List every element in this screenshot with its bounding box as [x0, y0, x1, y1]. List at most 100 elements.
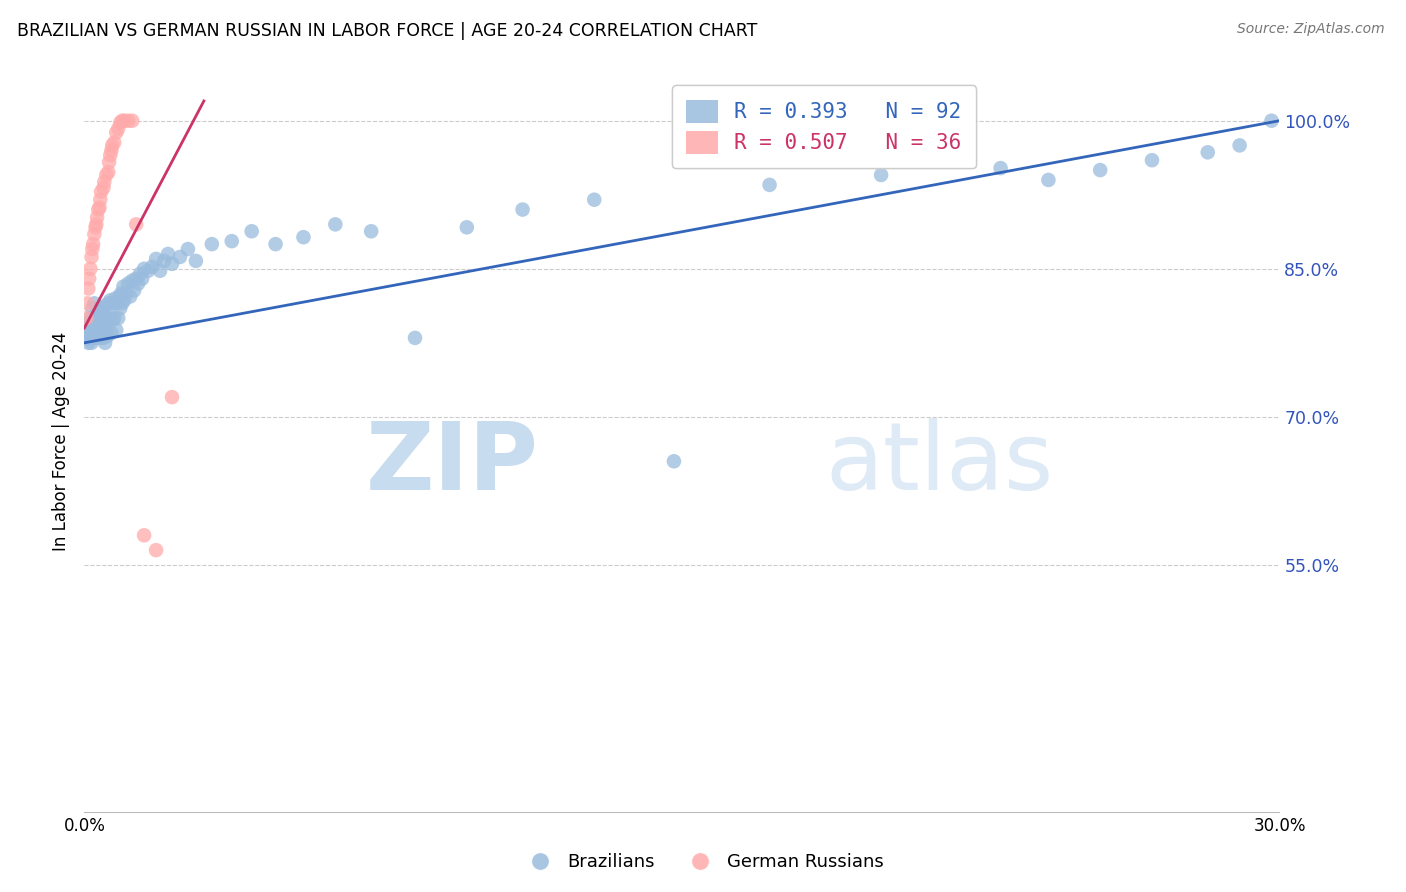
- Point: [84, 311, 107, 326]
- Point: [89, 313, 111, 327]
- Legend: R = 0.393   N = 92, R = 0.507   N = 36: R = 0.393 N = 92, R = 0.507 N = 36: [672, 86, 976, 169]
- Point: [91, 319, 114, 334]
- Point: [82, 331, 104, 345]
- Point: [76, 296, 98, 310]
- Point: [1229, 138, 1251, 153]
- Point: [1140, 153, 1163, 168]
- Point: [77, 281, 100, 295]
- Point: [103, 136, 125, 150]
- Point: [662, 454, 685, 468]
- Point: [100, 144, 122, 158]
- Text: atlas: atlas: [825, 417, 1053, 509]
- Point: [132, 261, 156, 276]
- Point: [93, 175, 115, 189]
- Point: [89, 193, 111, 207]
- Point: [94, 335, 117, 350]
- Point: [90, 185, 112, 199]
- Point: [89, 201, 111, 215]
- Point: [990, 161, 1012, 175]
- Point: [96, 168, 118, 182]
- Legend: Brazilians, German Russians: Brazilians, German Russians: [515, 847, 891, 879]
- Point: [103, 311, 125, 326]
- Point: [97, 296, 120, 310]
- Point: [105, 323, 128, 337]
- Point: [98, 148, 121, 162]
- Point: [121, 274, 143, 288]
- Point: [83, 296, 105, 310]
- Point: [404, 331, 426, 345]
- Point: [360, 224, 382, 238]
- Point: [98, 155, 121, 169]
- Point: [112, 113, 135, 128]
- Point: [149, 264, 172, 278]
- Point: [76, 331, 98, 345]
- Point: [264, 237, 287, 252]
- Point: [101, 313, 124, 327]
- Point: [97, 165, 120, 179]
- Point: [77, 316, 100, 330]
- Point: [98, 311, 121, 326]
- Point: [145, 543, 167, 558]
- Point: [101, 138, 124, 153]
- Point: [153, 253, 176, 268]
- Point: [125, 271, 148, 285]
- Point: [105, 126, 128, 140]
- Point: [86, 211, 108, 225]
- Point: [98, 293, 121, 308]
- Point: [86, 319, 108, 334]
- Point: [112, 293, 135, 308]
- Point: [1038, 173, 1060, 187]
- Point: [77, 335, 100, 350]
- Point: [292, 230, 315, 244]
- Point: [870, 168, 893, 182]
- Point: [87, 323, 110, 337]
- Y-axis label: In Labor Force | Age 20-24: In Labor Force | Age 20-24: [52, 332, 70, 551]
- Point: [79, 331, 101, 345]
- Point: [83, 316, 105, 330]
- Point: [90, 301, 112, 316]
- Point: [82, 242, 104, 256]
- Point: [758, 178, 780, 192]
- Point: [120, 289, 142, 303]
- Point: [75, 321, 97, 335]
- Point: [456, 220, 478, 235]
- Point: [1260, 113, 1282, 128]
- Point: [107, 121, 129, 136]
- Point: [89, 319, 111, 334]
- Point: [240, 224, 263, 238]
- Point: [169, 250, 191, 264]
- Point: [111, 296, 134, 310]
- Point: [80, 335, 103, 350]
- Point: [117, 113, 139, 128]
- Point: [83, 227, 105, 242]
- Point: [79, 261, 101, 276]
- Point: [101, 296, 124, 310]
- Point: [145, 252, 167, 266]
- Point: [201, 237, 224, 252]
- Point: [100, 326, 122, 340]
- Point: [93, 331, 115, 345]
- Text: ZIP: ZIP: [366, 417, 538, 509]
- Point: [141, 260, 163, 274]
- Point: [87, 202, 110, 217]
- Point: [121, 113, 143, 128]
- Point: [105, 296, 128, 310]
- Point: [84, 326, 107, 340]
- Point: [93, 316, 115, 330]
- Point: [80, 250, 103, 264]
- Point: [160, 390, 183, 404]
- Point: [87, 306, 110, 320]
- Point: [79, 311, 101, 326]
- Point: [117, 277, 139, 291]
- Point: [111, 113, 134, 128]
- Point: [86, 218, 108, 232]
- Point: [132, 528, 156, 542]
- Point: [131, 271, 153, 285]
- Point: [122, 284, 145, 298]
- Point: [89, 331, 111, 345]
- Point: [115, 286, 138, 301]
- Point: [96, 329, 118, 343]
- Point: [107, 311, 129, 326]
- Point: [221, 234, 243, 248]
- Point: [86, 331, 108, 345]
